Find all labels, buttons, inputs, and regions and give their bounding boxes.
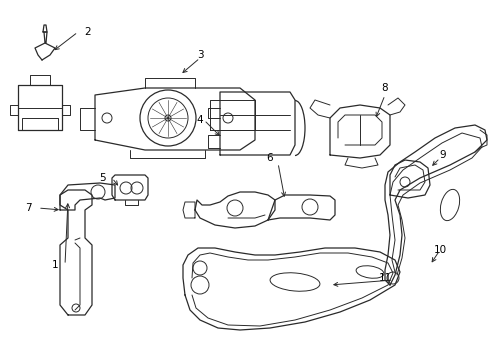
Text: 5: 5 <box>99 173 105 183</box>
Text: 8: 8 <box>381 83 387 93</box>
Text: 9: 9 <box>439 150 446 160</box>
Text: 11: 11 <box>378 273 391 283</box>
Text: 10: 10 <box>432 245 446 255</box>
Text: 3: 3 <box>196 50 203 60</box>
Text: 2: 2 <box>84 27 91 37</box>
Text: 7: 7 <box>24 203 31 213</box>
Text: 4: 4 <box>196 115 203 125</box>
Text: 6: 6 <box>266 153 273 163</box>
Text: 1: 1 <box>52 260 58 270</box>
